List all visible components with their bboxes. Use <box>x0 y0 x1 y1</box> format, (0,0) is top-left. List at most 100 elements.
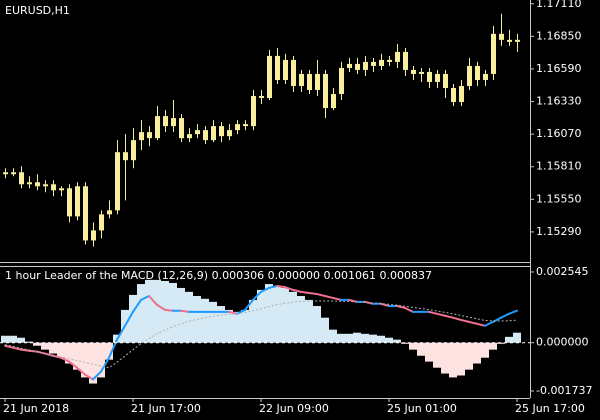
histogram-bar <box>393 339 401 343</box>
leader-line <box>140 295 150 301</box>
histogram-bar <box>185 291 193 343</box>
indicator-title: 1 hour Leader of the MACD (12,26,9) 0.00… <box>5 269 432 282</box>
y-tick-label: 0.000000 <box>536 336 589 349</box>
leader-line <box>244 298 254 311</box>
histogram-bar <box>73 342 81 370</box>
candle-body <box>395 51 400 62</box>
leader-line <box>124 310 134 327</box>
histogram-bar <box>25 341 33 343</box>
candle-body <box>67 188 72 217</box>
histogram-bar <box>433 342 441 368</box>
histogram-bar <box>329 329 337 343</box>
leader-line <box>52 354 62 359</box>
candle-body <box>499 33 504 40</box>
leader-line <box>4 344 14 349</box>
histogram-bar <box>201 298 209 343</box>
histogram-bar <box>129 294 137 343</box>
histogram-bar <box>33 342 41 346</box>
candle-body <box>411 69 416 74</box>
histogram-bar <box>233 311 241 343</box>
histogram-bar <box>377 335 385 343</box>
x-tick-label: 25 Jun 17:00 <box>515 402 585 415</box>
candle-body <box>219 126 224 137</box>
candle-body <box>339 67 344 95</box>
leader-line <box>116 324 126 341</box>
candle-body <box>315 73 320 91</box>
candle-body <box>371 61 376 66</box>
candle-body <box>195 130 200 135</box>
candle-body <box>491 33 496 74</box>
histogram-bar <box>289 291 297 343</box>
candle-body <box>107 210 112 215</box>
candle-body <box>275 55 280 80</box>
candle-body <box>91 230 96 241</box>
candle-body <box>459 85 464 103</box>
candle-body <box>267 55 272 99</box>
histogram-bar <box>425 342 433 362</box>
candle-body <box>387 59 392 62</box>
y-tick-label: 1.15810 <box>536 160 582 173</box>
y-tick-label: 1.16070 <box>536 127 582 140</box>
leader-line <box>380 302 390 308</box>
candle-body <box>203 130 208 141</box>
histogram-bar <box>265 284 273 343</box>
y-tick-label: 1.16330 <box>536 95 582 108</box>
histogram-bar <box>1 335 9 343</box>
histogram-bar <box>401 342 409 344</box>
histogram-bar <box>65 342 73 364</box>
leader-line <box>300 290 310 294</box>
candle-body <box>251 96 256 127</box>
candle-body <box>163 116 168 127</box>
histogram-bar <box>385 337 393 343</box>
leader-line <box>324 295 334 299</box>
y-tick-label: 1.15290 <box>536 225 582 238</box>
candle-body <box>307 73 312 91</box>
candle-body <box>187 134 192 139</box>
histogram-bar <box>177 287 185 343</box>
leader-line <box>396 305 406 309</box>
leader-line <box>180 309 190 313</box>
candle-body <box>379 59 384 66</box>
candle-body <box>19 172 24 185</box>
candle-body <box>291 59 296 86</box>
candle-body <box>355 63 360 70</box>
candle-body <box>259 96 264 99</box>
candle-body <box>443 73 448 89</box>
leader-line <box>148 295 158 306</box>
histogram-bar <box>81 342 89 378</box>
candle-body <box>435 73 440 82</box>
candle-body <box>147 132 152 139</box>
leader-line <box>156 303 166 311</box>
candle-body <box>27 182 32 185</box>
candle-body <box>3 172 8 175</box>
histogram-bar <box>209 301 217 343</box>
leader-line <box>484 320 494 327</box>
histogram-bar <box>273 286 281 343</box>
histogram-bar <box>105 342 113 360</box>
histogram-bar <box>313 306 321 343</box>
histogram-bar <box>441 342 449 374</box>
leader-line <box>316 293 326 298</box>
leader-line <box>460 318 470 323</box>
candle-body <box>331 94 336 109</box>
histogram-bar <box>473 342 481 364</box>
candle-body <box>171 118 176 127</box>
x-tick-label: 22 Jun 09:00 <box>259 402 329 415</box>
leader-line <box>428 310 438 315</box>
candle-body <box>347 63 352 68</box>
leader-line <box>444 314 454 319</box>
histogram-bar <box>321 317 329 343</box>
histogram-bar <box>305 299 313 343</box>
candle-body <box>179 118 184 139</box>
candle-body <box>35 182 40 187</box>
candle-body <box>283 59 288 80</box>
candle-body <box>115 152 120 211</box>
histogram-bar <box>281 287 289 343</box>
leader-line <box>92 370 102 381</box>
leader-line <box>308 291 318 296</box>
leader-line <box>276 285 286 289</box>
leader-line <box>260 286 270 293</box>
leader-line <box>404 306 414 313</box>
candle-body <box>403 51 408 70</box>
histogram-bar <box>369 334 377 343</box>
